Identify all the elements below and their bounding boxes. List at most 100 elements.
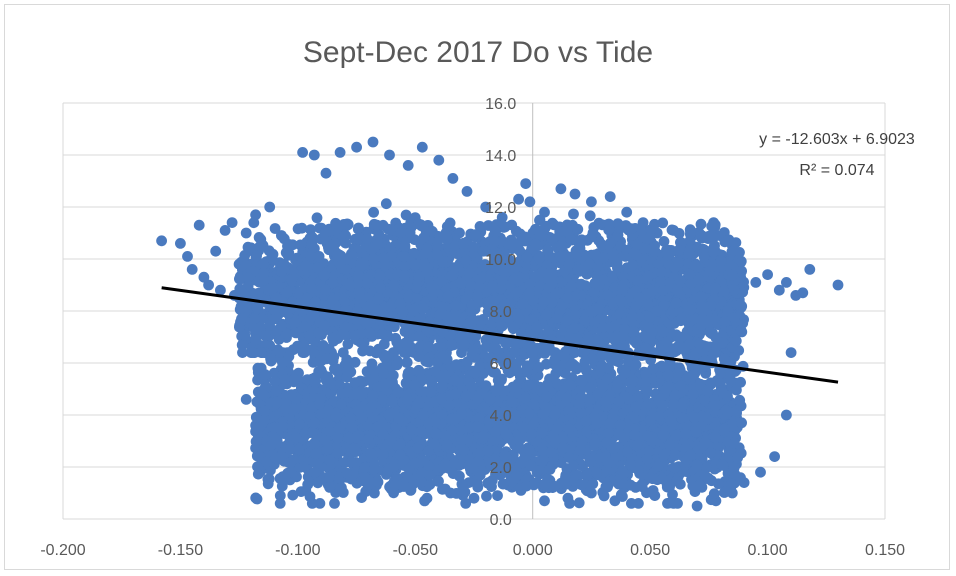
data-point [832, 279, 844, 291]
data-point [263, 245, 275, 257]
data-point [237, 347, 248, 358]
data-point [210, 245, 222, 257]
data-point [334, 147, 346, 158]
data-point [500, 338, 512, 350]
data-point [175, 238, 186, 249]
data-point [672, 498, 683, 509]
data-point [513, 193, 524, 205]
data-point [287, 489, 299, 501]
data-point [664, 497, 676, 509]
data-point [573, 497, 585, 509]
data-point [193, 219, 205, 231]
data-point [276, 480, 288, 492]
data-point [384, 149, 395, 161]
data-point [520, 178, 532, 190]
data-point [481, 490, 492, 502]
data-point [769, 451, 780, 462]
data-point [755, 466, 766, 478]
data-point [300, 260, 312, 272]
data-point [251, 250, 262, 262]
data-point [719, 486, 731, 498]
data-point [781, 277, 792, 288]
data-point [274, 498, 286, 509]
data-point [270, 292, 282, 304]
data-point [380, 198, 392, 210]
data-point [365, 448, 377, 459]
data-point [182, 251, 193, 262]
data-point [533, 252, 545, 264]
data-point [276, 320, 287, 332]
data-point [773, 284, 785, 296]
data-point [286, 274, 297, 285]
data-point [251, 396, 263, 408]
data-point [276, 266, 287, 277]
data-point [292, 223, 304, 235]
data-point [362, 318, 374, 329]
scatter-chart: Sept-Dec 2017 Do vs Tide -0.200 -0.150 -0.… [40, 36, 915, 559]
data-point [329, 498, 340, 509]
data-point [510, 287, 522, 299]
data-point [234, 304, 246, 315]
data-point [402, 160, 414, 171]
data-point [320, 167, 332, 179]
data-point [253, 241, 265, 253]
data-point [249, 313, 261, 324]
data-point [368, 206, 379, 218]
data-point [524, 196, 536, 208]
data-point [242, 272, 254, 283]
data-point [367, 136, 379, 148]
data-point [267, 283, 278, 295]
data-point [203, 279, 215, 291]
data-point [254, 322, 266, 333]
data-point [762, 269, 773, 280]
data-point [645, 414, 656, 426]
data-point [269, 223, 281, 234]
data-point [626, 498, 637, 509]
data-point [250, 334, 261, 346]
data-point [433, 154, 445, 166]
data-point [569, 188, 581, 200]
data-point [186, 264, 198, 275]
data-point [239, 329, 251, 341]
data-point [240, 227, 252, 239]
data-point [460, 498, 472, 509]
data-point [252, 461, 263, 473]
data-point [247, 347, 259, 358]
data-point [498, 266, 509, 278]
data-point [280, 328, 292, 340]
data-point [496, 212, 508, 223]
data-point [255, 347, 267, 358]
data-point [261, 456, 273, 468]
data-point [219, 225, 231, 236]
data-point [311, 212, 323, 224]
chart-title: Sept-Dec 2017 Do vs Tide [303, 36, 653, 69]
data-point [288, 374, 300, 385]
data-point [708, 488, 720, 500]
data-point [568, 208, 579, 220]
data-point [297, 147, 308, 158]
data-point [308, 149, 320, 161]
data-point [226, 217, 238, 229]
data-point [268, 367, 280, 379]
data-point [286, 389, 297, 400]
data-point [447, 173, 459, 184]
data-point [804, 264, 816, 275]
data-point [215, 284, 226, 296]
data-point [621, 206, 633, 218]
chart-area: Sept-Dec 2017 Do vs Tide -0.200 -0.150 -0.… [4, 4, 950, 570]
data-point [604, 191, 616, 203]
data-point [564, 498, 575, 509]
data-point [400, 209, 412, 221]
data-point [258, 258, 269, 270]
data-point [282, 250, 294, 261]
data-point [419, 495, 430, 507]
data-point [281, 286, 293, 298]
data-point [468, 492, 480, 504]
data-point [484, 406, 496, 417]
data-point [240, 394, 252, 405]
data-point [265, 355, 277, 367]
data-point [797, 287, 809, 299]
data-point [258, 267, 270, 279]
data-point [284, 239, 295, 250]
data-point [274, 347, 286, 358]
